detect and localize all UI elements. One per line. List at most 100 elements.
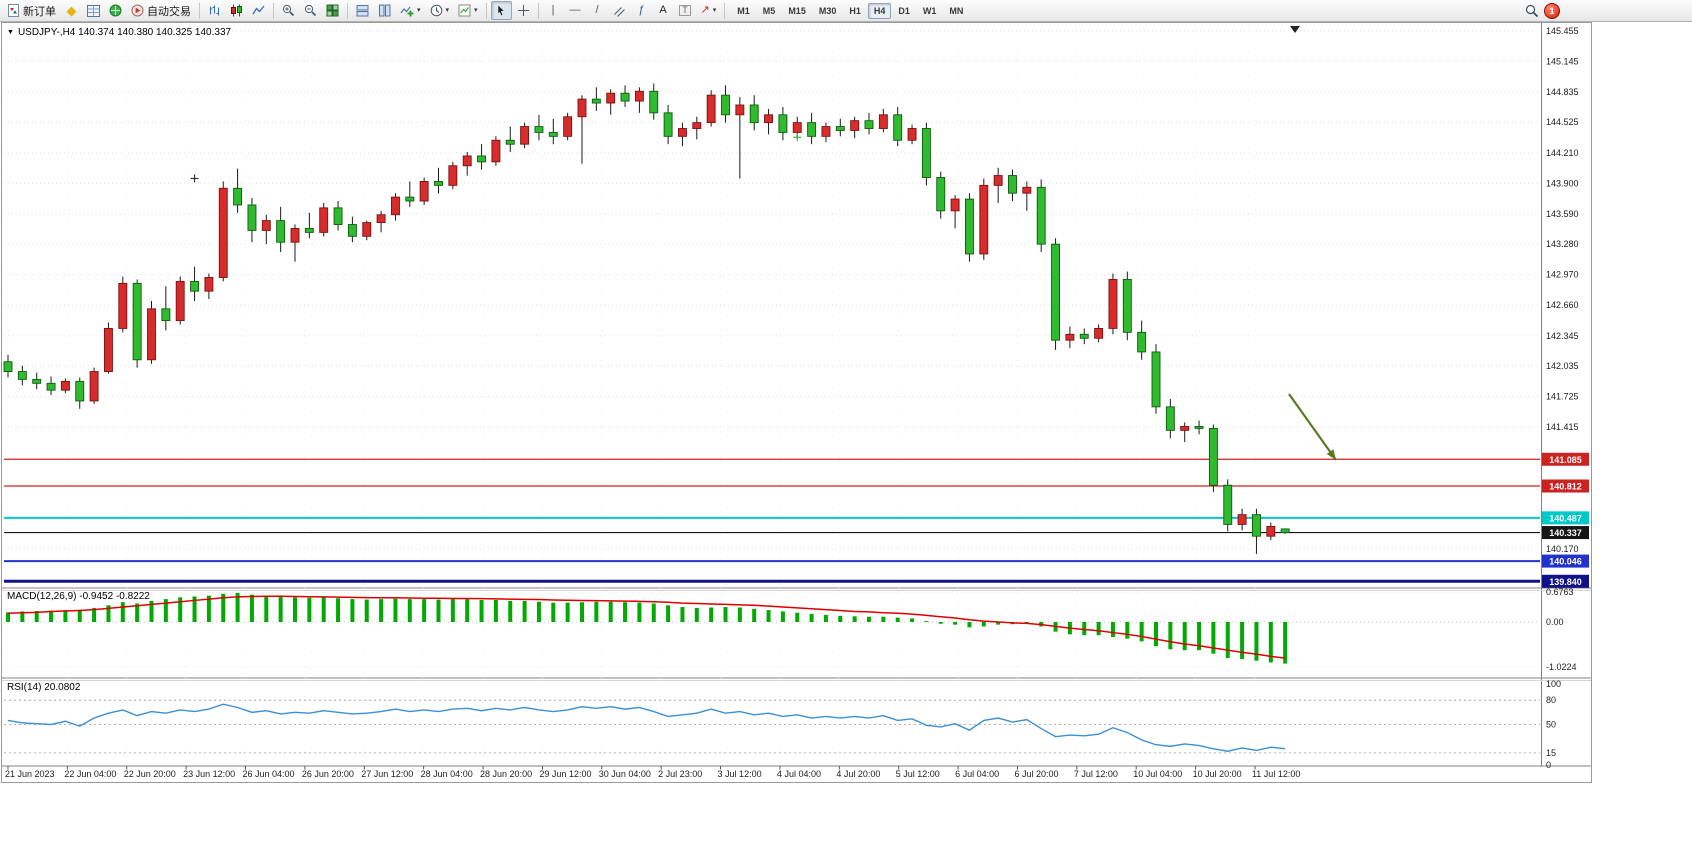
svg-text:11 Jul 12:00: 11 Jul 12:00 <box>1252 769 1300 779</box>
chevron-down-icon: ▾ <box>474 7 478 14</box>
crosshair-button[interactable] <box>513 1 534 20</box>
svg-text:144.210: 144.210 <box>1546 148 1579 158</box>
text-label-button[interactable]: T <box>675 1 696 20</box>
svg-text:139.840: 139.840 <box>1549 577 1582 587</box>
time-axis: 21 Jun 2023 22 Jun 04:00 22 Jun 20:00 23 Ju… <box>5 24 1300 779</box>
svg-text:27 Jun 12:00: 27 Jun 12:00 <box>361 769 413 779</box>
svg-text:3 Jul 12:00: 3 Jul 12:00 <box>718 769 762 779</box>
text-label-icon: T <box>679 5 691 16</box>
timeframe-m30-button[interactable]: M30 <box>813 3 843 19</box>
zoom-out-button[interactable] <box>300 1 321 20</box>
zoom-in-button[interactable] <box>278 1 299 20</box>
svg-text:15: 15 <box>1546 748 1556 758</box>
channel-button[interactable] <box>609 1 630 20</box>
chart-canvas[interactable]: 21 Jun 2023 22 Jun 04:00 22 Jun 20:00 23 Ju… <box>0 22 1692 785</box>
svg-text:30 Jun 04:00: 30 Jun 04:00 <box>599 769 651 779</box>
svg-text:140.487: 140.487 <box>1549 513 1582 523</box>
zoom-out-icon <box>304 4 317 17</box>
horizontal-line-icon: — <box>569 4 581 16</box>
fibonacci-button[interactable]: ƒ <box>631 1 652 20</box>
svg-text:140.337: 140.337 <box>1549 528 1582 538</box>
timeframe-h4-button[interactable]: H4 <box>867 2 892 19</box>
bar-chart-button[interactable] <box>204 1 225 20</box>
price-badges: 141.085 140.812 140.487 140.337 140.046 139.8… <box>1542 452 1589 588</box>
svg-text:140.812: 140.812 <box>1549 482 1582 492</box>
svg-text:5 Jul 12:00: 5 Jul 12:00 <box>896 769 940 779</box>
timeframe-w1-button[interactable]: W1 <box>917 3 943 19</box>
search-button[interactable] <box>1521 1 1543 20</box>
toolbar-separator <box>273 2 274 19</box>
arrange-vertical-button[interactable] <box>374 1 395 20</box>
data-window-button[interactable] <box>83 1 104 20</box>
tile-windows-button[interactable] <box>322 1 343 20</box>
timeframe-h1-button[interactable]: H1 <box>843 3 867 19</box>
timeframe-buttons: M1 M5 M15 M30 H1 H4 D1 W1 MN <box>731 2 969 19</box>
annotations <box>190 26 1337 461</box>
indicators-button[interactable]: ▾ <box>396 1 425 20</box>
svg-text:4 Jul 04:00: 4 Jul 04:00 <box>777 769 821 779</box>
fibonacci-icon: ƒ <box>637 4 645 16</box>
svg-text:141.725: 141.725 <box>1546 392 1579 402</box>
chart-shift-marker <box>1290 26 1300 33</box>
navigator-button[interactable] <box>105 1 126 20</box>
chart-frame <box>1 22 1592 783</box>
market-watch-button[interactable]: ◆ <box>61 1 82 20</box>
text-button[interactable]: A <box>653 1 674 20</box>
autotrade-button[interactable]: 自动交易 <box>127 1 195 20</box>
horizontal-line-button[interactable]: — <box>565 1 586 20</box>
arrange-horizontal-button[interactable] <box>352 1 373 20</box>
svg-text:145.455: 145.455 <box>1546 26 1579 36</box>
svg-text:10 Jul 20:00: 10 Jul 20:00 <box>1193 769 1242 779</box>
trend-arrow-annotation <box>1288 393 1337 461</box>
svg-text:144.835: 144.835 <box>1546 87 1579 97</box>
trendline-icon: / <box>595 4 599 16</box>
vertical-line-button[interactable]: | <box>543 1 564 20</box>
svg-text:100: 100 <box>1546 679 1561 689</box>
line-chart-button[interactable] <box>248 1 269 20</box>
svg-text:23 Jun 12:00: 23 Jun 12:00 <box>183 769 235 779</box>
symbol-dropdown-icon[interactable]: ▼ <box>7 29 14 36</box>
svg-text:141.415: 141.415 <box>1546 422 1579 432</box>
candlestick-chart-button[interactable] <box>226 1 247 20</box>
text-icon: A <box>659 4 667 16</box>
autotrade-icon <box>131 4 144 17</box>
svg-text:21 Jun 2023: 21 Jun 2023 <box>5 769 55 779</box>
main-toolbar: 新订单 ◆ 自动交易 <box>0 0 1692 22</box>
svg-text:22 Jun 20:00: 22 Jun 20:00 <box>124 769 176 779</box>
svg-text:142.035: 142.035 <box>1546 361 1579 371</box>
svg-text:143.900: 143.900 <box>1546 178 1579 188</box>
svg-text:140.170: 140.170 <box>1546 544 1579 554</box>
svg-text:26 Jun 20:00: 26 Jun 20:00 <box>302 769 354 779</box>
svg-text:141.085: 141.085 <box>1549 455 1582 465</box>
svg-text:145.145: 145.145 <box>1546 56 1579 66</box>
timeframe-m15-button[interactable]: M15 <box>782 3 812 19</box>
arrows-button[interactable]: ↗ ▾ <box>697 1 721 20</box>
arrange-horizontal-icon <box>356 5 369 17</box>
templates-button[interactable]: ▾ <box>454 1 482 20</box>
svg-text:26 Jun 04:00: 26 Jun 04:00 <box>243 769 295 779</box>
svg-text:143.280: 143.280 <box>1546 239 1579 249</box>
period-button[interactable]: ▾ <box>426 1 454 20</box>
new-order-button[interactable]: 新订单 <box>3 1 60 20</box>
svg-text:28 Jun 20:00: 28 Jun 20:00 <box>480 769 532 779</box>
toolbar-separator <box>537 2 539 19</box>
new-order-label: 新订单 <box>23 5 56 18</box>
svg-text:142.970: 142.970 <box>1546 270 1579 280</box>
timeframe-d1-button[interactable]: D1 <box>892 3 916 19</box>
cursor-button[interactable] <box>490 1 512 20</box>
indicators-icon <box>400 6 414 17</box>
trendline-button[interactable]: / <box>587 1 608 20</box>
candlestick-chart-icon <box>231 4 242 17</box>
timeframe-m1-button[interactable]: M1 <box>731 3 756 19</box>
cursor-icon <box>497 4 505 17</box>
svg-text:0: 0 <box>1546 760 1551 770</box>
bar-chart-icon <box>210 5 219 16</box>
timeframe-m5-button[interactable]: M5 <box>757 3 782 19</box>
timeframe-mn-button[interactable]: MN <box>943 3 969 19</box>
notification-badge[interactable]: 1 <box>1544 2 1560 19</box>
svg-text:29 Jun 12:00: 29 Jun 12:00 <box>539 769 591 779</box>
symbol-ohlc-label: ▼ USDJPY-,H4 140.374 140.380 140.325 140… <box>7 27 231 38</box>
data-window-icon <box>87 4 100 17</box>
svg-text:143.590: 143.590 <box>1546 209 1579 219</box>
